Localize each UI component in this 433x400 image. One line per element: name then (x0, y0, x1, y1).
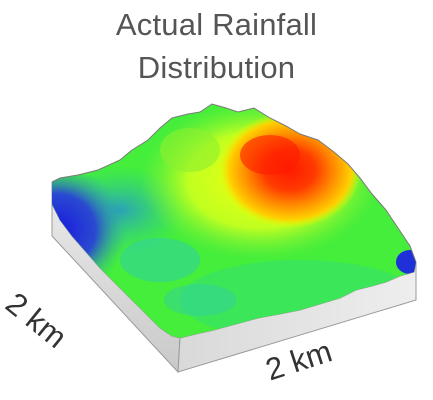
figure-title-line-1: Actual Rainfall (115, 7, 318, 42)
terrain-outline (51, 103, 417, 263)
figure-title-line-2: Distribution (137, 50, 296, 85)
